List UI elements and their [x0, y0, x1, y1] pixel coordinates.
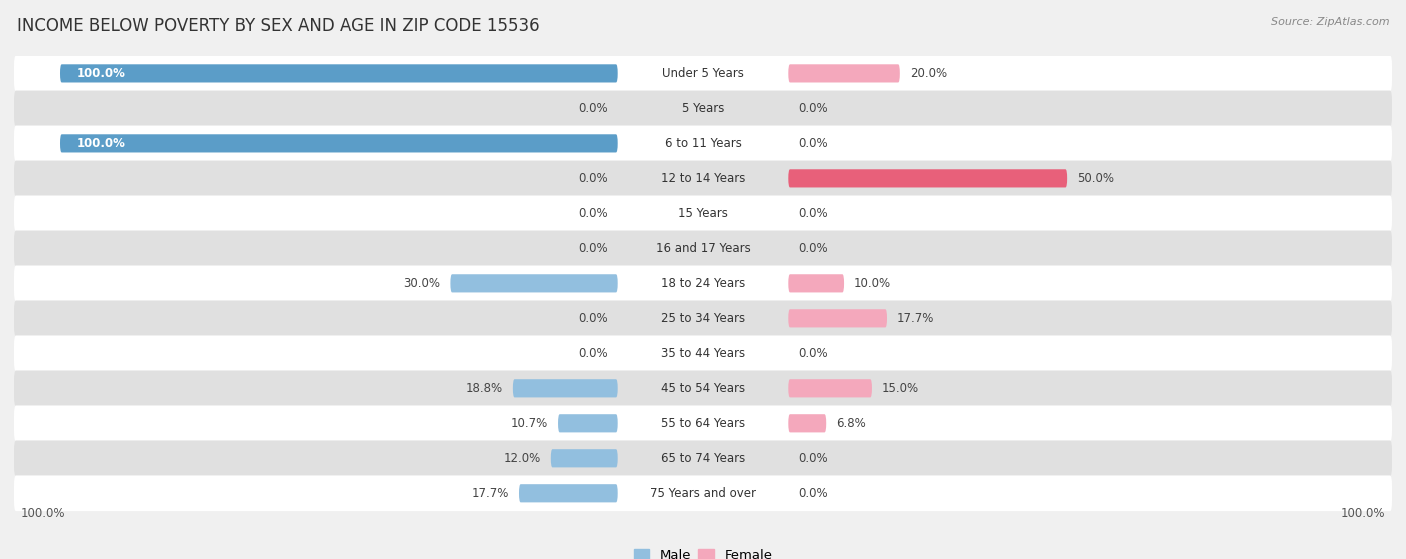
- Text: 100.0%: 100.0%: [76, 67, 125, 80]
- Text: 50.0%: 50.0%: [1077, 172, 1114, 185]
- FancyBboxPatch shape: [14, 301, 1392, 336]
- FancyBboxPatch shape: [450, 274, 617, 292]
- FancyBboxPatch shape: [14, 55, 1392, 91]
- FancyBboxPatch shape: [14, 476, 1392, 511]
- Text: 55 to 64 Years: 55 to 64 Years: [661, 417, 745, 430]
- Text: 30.0%: 30.0%: [404, 277, 440, 290]
- Text: 100.0%: 100.0%: [21, 507, 65, 520]
- Text: 10.7%: 10.7%: [510, 417, 548, 430]
- Text: 17.7%: 17.7%: [472, 487, 509, 500]
- FancyBboxPatch shape: [14, 266, 1392, 301]
- Text: 0.0%: 0.0%: [799, 137, 828, 150]
- FancyBboxPatch shape: [513, 379, 617, 397]
- FancyBboxPatch shape: [789, 414, 827, 433]
- Text: 0.0%: 0.0%: [799, 487, 828, 500]
- Text: 0.0%: 0.0%: [799, 102, 828, 115]
- Text: 75 Years and over: 75 Years and over: [650, 487, 756, 500]
- FancyBboxPatch shape: [789, 379, 872, 397]
- Text: 0.0%: 0.0%: [578, 207, 607, 220]
- Text: 65 to 74 Years: 65 to 74 Years: [661, 452, 745, 465]
- Text: 45 to 54 Years: 45 to 54 Years: [661, 382, 745, 395]
- FancyBboxPatch shape: [789, 64, 900, 83]
- Text: INCOME BELOW POVERTY BY SEX AND AGE IN ZIP CODE 15536: INCOME BELOW POVERTY BY SEX AND AGE IN Z…: [17, 17, 540, 35]
- Text: 0.0%: 0.0%: [799, 347, 828, 360]
- FancyBboxPatch shape: [14, 126, 1392, 161]
- Text: 12.0%: 12.0%: [503, 452, 541, 465]
- Text: 0.0%: 0.0%: [799, 242, 828, 255]
- Text: 6.8%: 6.8%: [837, 417, 866, 430]
- Text: 100.0%: 100.0%: [76, 137, 125, 150]
- FancyBboxPatch shape: [14, 160, 1392, 196]
- Text: 0.0%: 0.0%: [799, 207, 828, 220]
- FancyBboxPatch shape: [60, 64, 617, 83]
- Text: 100.0%: 100.0%: [1341, 507, 1385, 520]
- FancyBboxPatch shape: [14, 371, 1392, 406]
- Text: 6 to 11 Years: 6 to 11 Years: [665, 137, 741, 150]
- Text: 0.0%: 0.0%: [799, 452, 828, 465]
- FancyBboxPatch shape: [60, 134, 617, 153]
- Text: Source: ZipAtlas.com: Source: ZipAtlas.com: [1271, 17, 1389, 27]
- FancyBboxPatch shape: [551, 449, 617, 467]
- Text: 15.0%: 15.0%: [882, 382, 920, 395]
- Text: 5 Years: 5 Years: [682, 102, 724, 115]
- Text: Under 5 Years: Under 5 Years: [662, 67, 744, 80]
- FancyBboxPatch shape: [14, 230, 1392, 266]
- Legend: Male, Female: Male, Female: [628, 544, 778, 559]
- FancyBboxPatch shape: [558, 414, 617, 433]
- Text: 10.0%: 10.0%: [853, 277, 891, 290]
- FancyBboxPatch shape: [519, 484, 617, 503]
- Text: 35 to 44 Years: 35 to 44 Years: [661, 347, 745, 360]
- Text: 25 to 34 Years: 25 to 34 Years: [661, 312, 745, 325]
- Text: 15 Years: 15 Years: [678, 207, 728, 220]
- Text: 17.7%: 17.7%: [897, 312, 934, 325]
- Text: 16 and 17 Years: 16 and 17 Years: [655, 242, 751, 255]
- FancyBboxPatch shape: [789, 274, 844, 292]
- Text: 20.0%: 20.0%: [910, 67, 946, 80]
- Text: 12 to 14 Years: 12 to 14 Years: [661, 172, 745, 185]
- Text: 0.0%: 0.0%: [578, 347, 607, 360]
- FancyBboxPatch shape: [14, 196, 1392, 231]
- Text: 0.0%: 0.0%: [578, 242, 607, 255]
- Text: 18 to 24 Years: 18 to 24 Years: [661, 277, 745, 290]
- FancyBboxPatch shape: [14, 335, 1392, 371]
- Text: 0.0%: 0.0%: [578, 312, 607, 325]
- FancyBboxPatch shape: [789, 309, 887, 328]
- Text: 0.0%: 0.0%: [578, 172, 607, 185]
- FancyBboxPatch shape: [14, 405, 1392, 441]
- FancyBboxPatch shape: [789, 169, 1067, 187]
- FancyBboxPatch shape: [14, 91, 1392, 126]
- FancyBboxPatch shape: [14, 440, 1392, 476]
- Text: 18.8%: 18.8%: [465, 382, 503, 395]
- Text: 0.0%: 0.0%: [578, 102, 607, 115]
